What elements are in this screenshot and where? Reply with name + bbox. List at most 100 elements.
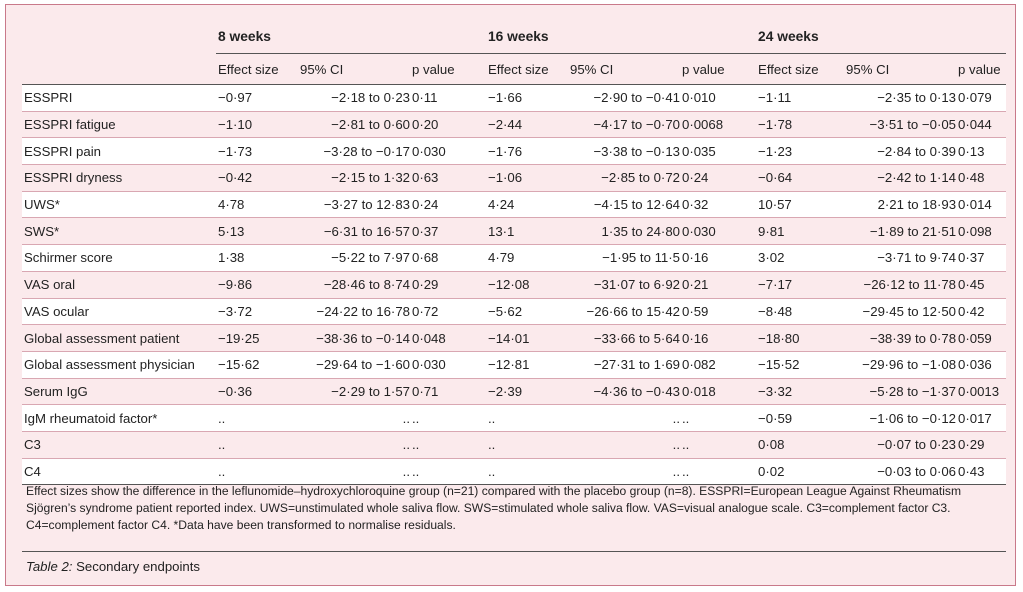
table-row: Schirmer score 1·38 −5·22 to 7·97 0·68 4·79−… xyxy=(22,244,1007,272)
p-value-cell: 0·030 xyxy=(680,217,757,246)
table-caption: Table 2: Secondary endpoints xyxy=(26,559,200,574)
effect-size-cell: 1·38 xyxy=(216,244,298,272)
ci-cell: −24·22 to 16·78 xyxy=(298,298,410,326)
p-value-cell: 0·017 xyxy=(956,404,1007,432)
p-value-cell: 0·71 xyxy=(410,378,486,406)
table-row: ESSPRI dryness −0·42 −2·15 to 1·32 0·63 −1·0… xyxy=(22,164,1007,192)
ci-cell: −3·27 to 12·83 xyxy=(298,191,410,219)
ci-cell: −2·29 to 1·57 xyxy=(298,378,410,406)
ci-cell: −5·22 to 7·97 xyxy=(298,244,410,272)
p-value-cell: .. xyxy=(680,404,757,432)
row-label: Global assessment physician xyxy=(22,351,216,379)
effect-size-cell: −3·72 xyxy=(216,298,298,326)
p-value-cell: 0·32 xyxy=(680,191,757,219)
ci-cell: −38·39 to 0·78 xyxy=(844,324,957,352)
p-value-cell: 0·29 xyxy=(410,271,486,299)
p-value-cell: 0·21 xyxy=(680,271,757,299)
p-value-cell: 0·72 xyxy=(410,298,486,326)
effect-size-cell: 5·13 xyxy=(216,217,298,246)
ci-cell: −1·89 to 21·51 xyxy=(844,217,957,246)
ci-cell: −38·36 to −0·14 xyxy=(298,324,410,352)
effect-size-cell: −1·06 xyxy=(486,164,568,192)
effect-size-cell: −15·52 xyxy=(756,351,845,379)
effect-size-cell: −5·62 xyxy=(486,298,568,326)
ci-cell: .. xyxy=(298,458,410,486)
group-24-weeks: 24 weeks xyxy=(756,19,1007,54)
row-label: Global assessment patient xyxy=(22,324,216,352)
table-panel: 8 weeks 16 weeks 24 weeks Effect size 95… xyxy=(5,4,1016,586)
p-value-cell: 0·014 xyxy=(956,191,1007,219)
effect-size-cell: 0·08 xyxy=(756,431,845,459)
effect-size-cell: −8·48 xyxy=(756,298,845,326)
table-row: IgM rheumatoid factor*............ −0·59−… xyxy=(22,404,1007,432)
row-label: C3 xyxy=(22,431,216,459)
ci-cell: −2·84 to 0·39 xyxy=(844,137,957,166)
p-value-cell: 0·11 xyxy=(410,84,486,112)
effect-size-cell: 4·24 xyxy=(486,191,568,219)
p-value-cell: 0·16 xyxy=(680,244,757,272)
effect-size-cell: 13·1 xyxy=(486,217,568,246)
ci-cell: −4·17 to −0·70 xyxy=(568,111,680,139)
p-value-cell: 0·030 xyxy=(410,351,486,379)
effect-size-cell: −0·64 xyxy=(756,164,845,192)
ci-cell: −2·42 to 1·14 xyxy=(844,164,957,192)
ci-cell: −29·96 to −1·08 xyxy=(844,351,957,379)
effect-size-cell: .. xyxy=(486,431,568,459)
ci-cell: −2·81 to 0·60 xyxy=(298,111,410,139)
col-effect-size: Effect size xyxy=(756,53,845,85)
empty-label-header xyxy=(22,53,216,85)
divider xyxy=(22,551,1006,552)
ci-cell: .. xyxy=(298,431,410,459)
ci-cell: −2·18 to 0·23 xyxy=(298,84,410,112)
p-value-cell: .. xyxy=(680,431,757,459)
col-p-value: p value xyxy=(410,53,486,85)
p-value-cell: 0·0068 xyxy=(680,111,757,139)
effect-size-cell: −2·44 xyxy=(486,111,568,139)
effect-size-cell: −1·76 xyxy=(486,137,568,166)
p-value-cell: 0·13 xyxy=(956,137,1007,166)
col-p-value: p value xyxy=(680,53,757,85)
p-value-cell: 0·68 xyxy=(410,244,486,272)
col-95ci: 95% CI xyxy=(568,53,680,85)
effect-size-cell: −9·86 xyxy=(216,271,298,299)
p-value-cell: 0·63 xyxy=(410,164,486,192)
effect-size-cell: 9·81 xyxy=(756,217,845,246)
p-value-cell: 0·29 xyxy=(956,431,1007,459)
row-label: ESSPRI fatigue xyxy=(22,111,216,139)
table-footnote: Effect sizes show the difference in the … xyxy=(26,484,962,532)
empty-corner xyxy=(22,19,216,54)
ci-cell: −2·85 to 0·72 xyxy=(568,164,680,192)
p-value-cell: 0·42 xyxy=(956,298,1007,326)
ci-cell: −29·64 to −1·60 xyxy=(298,351,410,379)
p-value-cell: 0·035 xyxy=(680,137,757,166)
effect-size-cell: 0·02 xyxy=(756,458,845,486)
effect-size-cell: 3·02 xyxy=(756,244,845,272)
col-p-value: p value xyxy=(956,53,1007,85)
col-95ci: 95% CI xyxy=(298,53,410,85)
p-value-cell: 0·43 xyxy=(956,458,1007,486)
effect-size-cell: −7·17 xyxy=(756,271,845,299)
table-row: Global assessment physician −15·62 −29·64 … xyxy=(22,351,1007,379)
p-value-cell: 0·030 xyxy=(410,137,486,166)
p-value-cell: 0·044 xyxy=(956,111,1007,139)
ci-cell: −3·51 to −0·05 xyxy=(844,111,957,139)
ci-cell: −0·03 to 0·06 xyxy=(844,458,957,486)
effect-size-cell: −1·11 xyxy=(756,84,845,112)
row-label: SWS* xyxy=(22,217,216,246)
table-row: VAS oral −9·86 −28·46 to 8·74 0·29 −12·08 −31… xyxy=(22,271,1007,299)
table-body: ESSPRI −0·97 −2·18 to 0·23 0·11 −1·66 −2·90 t… xyxy=(22,84,1007,486)
ci-cell: −28·46 to 8·74 xyxy=(298,271,410,299)
p-value-cell: 0·059 xyxy=(956,324,1007,352)
p-value-cell: 0·45 xyxy=(956,271,1007,299)
ci-cell: −2·90 to −0·41 xyxy=(568,84,680,112)
ci-cell: .. xyxy=(568,458,680,486)
ci-cell: 2·21 to 18·93 xyxy=(844,191,957,219)
effect-size-cell: −3·32 xyxy=(756,378,845,406)
col-effect-size: Effect size xyxy=(216,53,298,85)
row-label: ESSPRI dryness xyxy=(22,164,216,192)
effect-size-cell: .. xyxy=(216,431,298,459)
p-value-cell: 0·010 xyxy=(680,84,757,112)
ci-cell: −4·15 to 12·64 xyxy=(568,191,680,219)
ci-cell: −1·95 to 11·5 xyxy=(568,244,680,272)
row-label: IgM rheumatoid factor* xyxy=(22,404,216,432)
